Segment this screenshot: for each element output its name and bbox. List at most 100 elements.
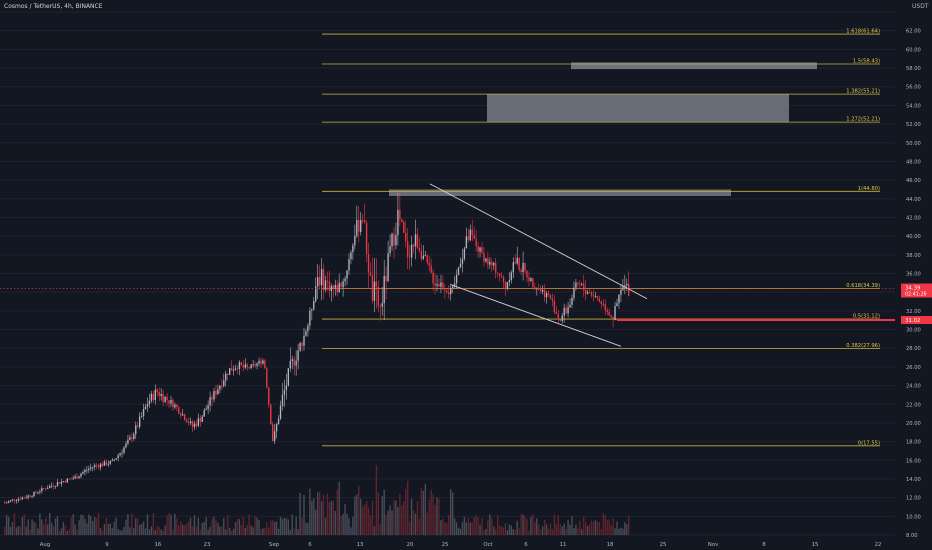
- volume-bar: [162, 530, 164, 535]
- volume-bar: [320, 501, 323, 535]
- candle-body: [201, 416, 203, 422]
- volume-bar: [514, 529, 516, 535]
- candle-body: [41, 488, 43, 492]
- candle-body: [375, 281, 378, 287]
- volume-bar: [373, 526, 376, 535]
- candle-body: [346, 270, 348, 279]
- candle-body: [391, 233, 393, 247]
- candle-body: [477, 246, 479, 252]
- candle-body: [354, 235, 356, 246]
- candle-body: [436, 284, 438, 286]
- volume-bar: [506, 530, 509, 535]
- candle-body: [524, 262, 526, 271]
- fib-target-zones: [389, 62, 817, 196]
- volume-bar: [52, 526, 55, 535]
- price-tick-label: 10.00: [906, 514, 921, 520]
- candle-body: [250, 364, 252, 369]
- price-tick-label: 22.00: [906, 402, 921, 408]
- price-tick-label: 20.00: [906, 421, 921, 427]
- volume-bar: [328, 501, 331, 535]
- volume-bar: [610, 525, 612, 535]
- candle-body: [446, 290, 448, 293]
- fib-label: 0.618(34.39): [846, 283, 880, 289]
- volume-bar: [481, 518, 483, 535]
- volume-bar: [236, 518, 239, 535]
- candle-body: [457, 267, 460, 275]
- volume-bar: [254, 516, 256, 535]
- volume-bar: [385, 514, 387, 535]
- candle-body: [455, 274, 458, 284]
- volume-bar: [614, 528, 616, 535]
- price-tick-label: 16.00: [906, 458, 921, 464]
- candle-body: [152, 393, 155, 401]
- candle-body: [133, 434, 135, 439]
- volume-bar: [103, 523, 106, 535]
- candle-body: [305, 331, 307, 336]
- volume-bar: [170, 514, 172, 535]
- volume-bar: [180, 521, 182, 535]
- candle-body: [397, 209, 399, 236]
- volume-bar: [451, 492, 454, 535]
- volume-bars: [4, 465, 630, 535]
- volume-bar: [412, 510, 415, 535]
- candle-body: [70, 478, 72, 480]
- candle-body: [109, 460, 112, 464]
- volume-bar: [530, 516, 532, 535]
- candle-body: [412, 244, 415, 247]
- time-tick-label: 6: [524, 542, 528, 548]
- candle-body: [25, 497, 27, 499]
- candle-body: [393, 233, 395, 246]
- candle-body: [526, 270, 528, 278]
- volume-bar: [479, 524, 481, 535]
- volume-bar: [275, 521, 278, 535]
- candle-body: [11, 499, 14, 501]
- candle-body: [217, 389, 219, 395]
- fib-label: 1.272(52.21): [846, 117, 880, 123]
- fib-label: 0.382(27.96): [846, 343, 880, 349]
- volume-bar: [84, 518, 86, 535]
- volume-bar: [244, 527, 246, 535]
- candle-body: [240, 362, 243, 366]
- candle-body: [442, 282, 444, 289]
- volume-bar: [583, 516, 585, 535]
- candle-body: [303, 335, 305, 346]
- last-price-value: 34.39: [905, 286, 921, 292]
- candle-body: [60, 481, 63, 484]
- volume-bar: [174, 513, 176, 535]
- candle-body: [479, 247, 481, 252]
- volume-bar: [410, 498, 413, 535]
- volume-bar: [553, 514, 556, 535]
- candle-body: [416, 234, 419, 248]
- candle-body: [324, 280, 327, 290]
- candle-body: [90, 467, 92, 469]
- volume-bar: [7, 516, 10, 535]
- volume-bar: [197, 517, 200, 535]
- candle-body: [520, 269, 522, 273]
- volume-bar: [272, 520, 274, 535]
- candle-body: [612, 317, 614, 321]
- volume-bar: [526, 519, 528, 535]
- volume-bar: [450, 489, 452, 535]
- volume-bar: [183, 525, 186, 535]
- candle-body: [260, 360, 262, 364]
- volume-bar: [504, 523, 507, 535]
- volume-bar: [575, 524, 577, 535]
- volume-bar: [590, 520, 593, 535]
- candle-body: [489, 261, 491, 265]
- volume-bar: [15, 527, 18, 535]
- candle-body: [592, 295, 595, 297]
- volume-bar: [23, 514, 25, 535]
- fib-label: 1(44.80): [858, 186, 880, 192]
- volume-bar: [19, 526, 22, 535]
- volume-bar: [68, 529, 70, 535]
- volume-bar: [416, 501, 419, 535]
- candle-body: [146, 404, 149, 407]
- candle-body: [295, 360, 297, 366]
- candle-body: [158, 392, 160, 397]
- candle-body: [377, 286, 380, 307]
- volume-bar: [459, 529, 462, 535]
- candle-body: [559, 319, 561, 321]
- candle-body: [279, 405, 282, 419]
